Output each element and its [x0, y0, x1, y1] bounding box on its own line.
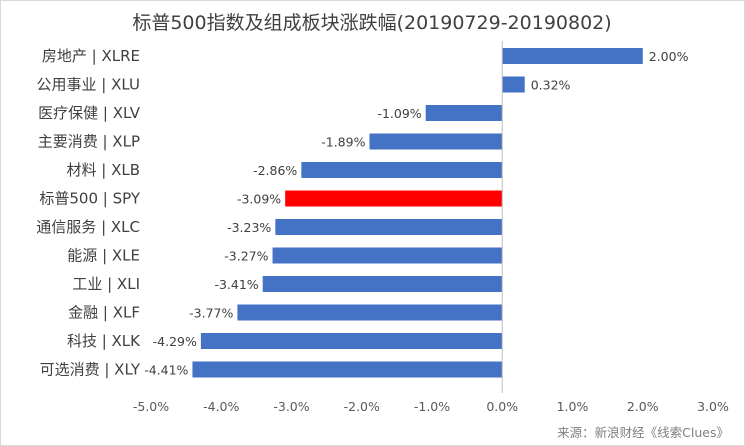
bars-layer [192, 48, 643, 378]
category-label: 主要消费 | XLP [38, 133, 140, 151]
data-label: -1.89% [321, 135, 365, 150]
category-label: 标普500 | SPY [39, 190, 140, 208]
chart-title: 标普500指数及组成板块涨跌幅(20190729-20190802) [132, 12, 611, 34]
x-tick-label: 3.0% [697, 399, 729, 414]
x-tick-label: 2.0% [627, 399, 659, 414]
bar [237, 304, 503, 321]
category-label: 公用事业 | XLU [37, 76, 140, 94]
x-tick-label: 0.0% [486, 399, 518, 414]
data-label: -3.23% [227, 220, 271, 235]
data-label: -3.77% [189, 306, 233, 321]
bar [502, 48, 643, 64]
category-label: 金融 | XLF [68, 304, 140, 322]
data-label: -3.27% [224, 249, 268, 264]
bar [425, 105, 503, 121]
x-tick-label: 1.0% [557, 399, 589, 414]
bar [262, 276, 503, 292]
axis-layer: -5.0% -4.0% -3.0% -2.0% -1.0% 0.0% 1.0% 2.0% 3.0… [133, 41, 729, 414]
bar [200, 333, 503, 349]
category-label: 医疗保健 | XLV [38, 104, 141, 122]
bar [502, 76, 525, 93]
category-label: 房地产 | XLRE [42, 47, 140, 65]
bar [192, 361, 503, 378]
category-label: 能源 | XLE [67, 247, 140, 265]
labels-layer: 房地产 | XLRE 2.00% 公用事业 | XLU 0.32% 医疗保健 | XLV… [36, 47, 688, 379]
data-label: -3.09% [237, 192, 281, 207]
category-label: 科技 | XLK [67, 332, 141, 350]
bar [272, 247, 503, 264]
bar [301, 162, 503, 178]
bar [275, 219, 503, 235]
bar [285, 190, 503, 207]
data-label: -1.09% [377, 106, 421, 121]
category-label: 材料 | XLB [66, 161, 140, 179]
x-tick-label: -3.0% [273, 399, 309, 414]
x-tick-label: -5.0% [133, 399, 169, 414]
data-label: -4.41% [144, 363, 188, 378]
category-label: 可选消费 | XLY [40, 361, 141, 379]
bar [369, 133, 503, 150]
data-label: 0.32% [531, 78, 571, 93]
data-label: -2.86% [253, 163, 297, 178]
x-tick-label: -4.0% [203, 399, 239, 414]
x-tick-label: -2.0% [344, 399, 380, 414]
source-note: 来源：新浪财经《线索Clues》 [557, 425, 729, 440]
category-label: 工业 | XLI [72, 275, 140, 293]
data-label: -4.29% [153, 334, 197, 349]
category-label: 通信服务 | XLC [36, 218, 140, 236]
x-tick-label: -1.0% [414, 399, 450, 414]
data-label: 2.00% [649, 49, 689, 64]
data-label: -3.41% [214, 277, 258, 292]
